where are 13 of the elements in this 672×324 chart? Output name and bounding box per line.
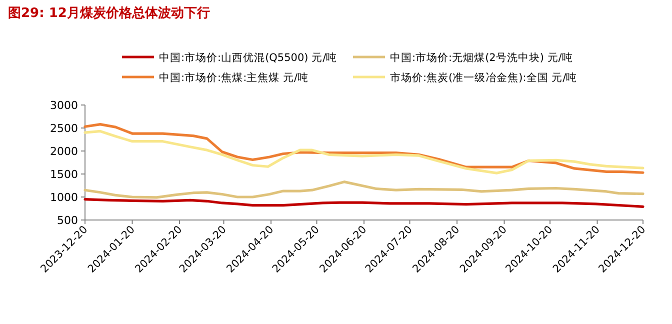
line-series — [84, 198, 644, 208]
y-tick-label: 1000 — [50, 191, 78, 204]
y-tick-label: 2000 — [50, 145, 78, 158]
legend-label: 中国:市场价:焦煤:主焦煤 元/吨 — [159, 71, 308, 84]
y-tick-label: 2500 — [50, 122, 78, 135]
chart-title: 图29: 12月煤炭价格总体波动下行 — [8, 5, 210, 21]
y-tick-label: 3000 — [50, 99, 78, 112]
legend-label: 中国:市场价:无烟煤(2号洗中块) 元/吨 — [390, 51, 573, 64]
legend-label: 中国:市场价:山西优混(Q5500) 元/吨 — [159, 51, 338, 64]
legend-label: 市场价:焦炭(准一级冶金焦):全国 元/吨 — [390, 71, 578, 84]
line-series — [84, 180, 644, 199]
y-tick-label: 1500 — [50, 168, 78, 181]
y-tick-label: 500 — [57, 214, 78, 227]
